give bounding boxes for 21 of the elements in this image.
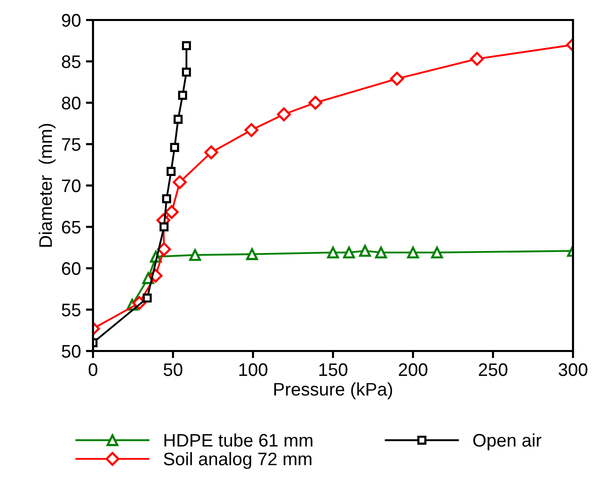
y-tick-label: 70 bbox=[62, 179, 80, 192]
y-tick-label: 55 bbox=[62, 304, 80, 316]
x-axis-title: Pressure (kPa) bbox=[274, 382, 392, 400]
x-tick-label: 50 bbox=[164, 363, 182, 376]
y-tick-label: 90 bbox=[62, 14, 80, 27]
legend-label: Soil analog 72 mm bbox=[164, 452, 312, 469]
x-tick-label: 100 bbox=[239, 363, 268, 376]
legend-label: HDPE tube 61 mm bbox=[164, 433, 312, 447]
x-tick-label: 200 bbox=[398, 363, 428, 376]
y-tick-label: 80 bbox=[62, 96, 80, 110]
y-axis-title: Diameter (mm) bbox=[38, 124, 56, 247]
y-tick-label: 85 bbox=[62, 55, 80, 68]
legend-label: Open air bbox=[473, 433, 542, 450]
x-tick-label: 250 bbox=[478, 363, 508, 376]
y-tick-label: 50 bbox=[62, 344, 80, 358]
y-tick-label: 60 bbox=[62, 262, 80, 275]
x-tick-label: 300 bbox=[558, 363, 588, 376]
x-tick-label: 0 bbox=[88, 363, 98, 376]
x-tick-label: 150 bbox=[319, 363, 348, 376]
y-tick-label: 65 bbox=[62, 220, 80, 234]
y-tick-label: 75 bbox=[62, 138, 80, 151]
